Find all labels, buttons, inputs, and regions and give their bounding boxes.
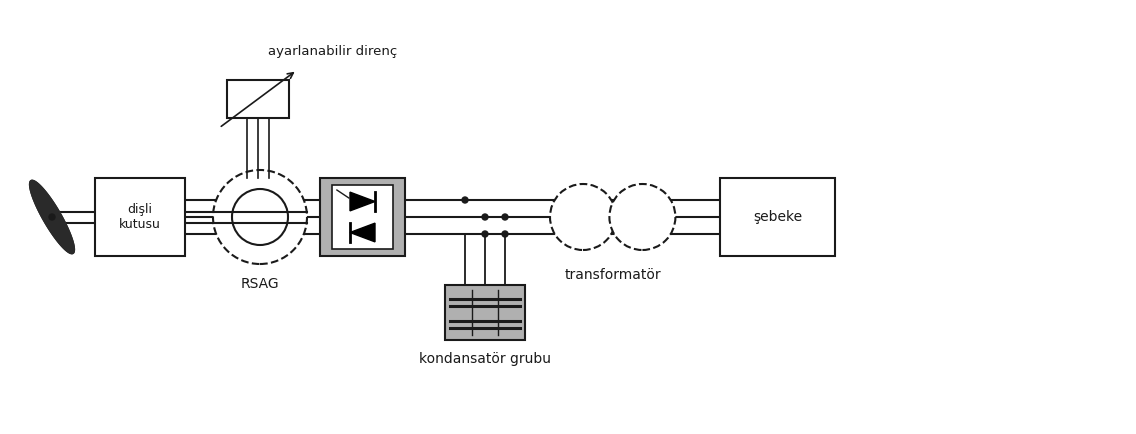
Circle shape xyxy=(462,197,468,203)
Polygon shape xyxy=(30,181,74,253)
Text: RSAG: RSAG xyxy=(241,277,279,291)
Circle shape xyxy=(214,170,307,264)
Polygon shape xyxy=(30,181,74,253)
FancyBboxPatch shape xyxy=(95,178,185,256)
Circle shape xyxy=(502,231,508,237)
Polygon shape xyxy=(350,192,375,211)
FancyBboxPatch shape xyxy=(445,285,525,339)
FancyBboxPatch shape xyxy=(320,178,406,256)
Circle shape xyxy=(550,184,616,250)
Circle shape xyxy=(49,214,55,220)
Circle shape xyxy=(609,184,676,250)
Text: dişli
kutusu: dişli kutusu xyxy=(119,203,161,231)
Text: şebeke: şebeke xyxy=(753,210,802,224)
Circle shape xyxy=(482,214,488,220)
Circle shape xyxy=(232,189,289,245)
Text: kondansatör grubu: kondansatör grubu xyxy=(419,352,551,365)
FancyBboxPatch shape xyxy=(332,185,393,249)
FancyBboxPatch shape xyxy=(720,178,835,256)
Text: transformatör: transformatör xyxy=(565,268,661,282)
Polygon shape xyxy=(350,223,375,242)
FancyBboxPatch shape xyxy=(227,80,289,118)
Text: ayarlanabilir direnç: ayarlanabilir direnç xyxy=(268,45,398,58)
Circle shape xyxy=(482,231,488,237)
Circle shape xyxy=(502,214,508,220)
